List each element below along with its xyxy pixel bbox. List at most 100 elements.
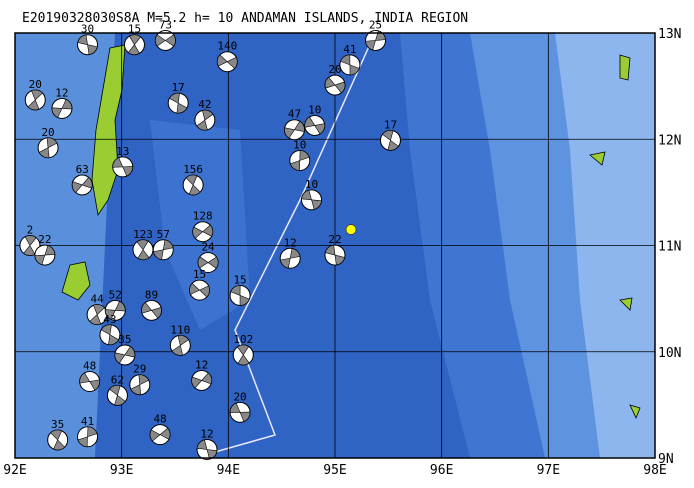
beachball-quadrant — [289, 150, 310, 171]
beachball-quadrant — [382, 130, 399, 151]
depth-label: 41 — [81, 415, 94, 428]
beachball-quadrant — [155, 34, 176, 47]
beachball: 30 — [77, 23, 99, 56]
depth-label: 52 — [109, 288, 122, 301]
depth-label: 12 — [200, 428, 213, 441]
depth-label: 48 — [153, 413, 166, 426]
beachball: 140 — [216, 40, 238, 73]
beachball: 20 — [229, 390, 251, 423]
beachball-quadrant — [71, 176, 93, 193]
beachball-quadrant — [304, 116, 326, 135]
beachball: 156 — [182, 163, 204, 196]
depth-label: 10 — [293, 139, 306, 152]
beachball: 17 — [379, 118, 401, 151]
beachball-quadrant — [229, 402, 251, 422]
lat-tick-label: 10N — [658, 346, 681, 361]
beachball-quadrant — [189, 282, 210, 298]
title: E20190328030S8A M=5.2 h= 10 ANDAMAN ISLA… — [22, 11, 468, 26]
depth-label: 13 — [116, 145, 129, 158]
lon-tick-label: 96E — [430, 463, 453, 478]
beachball-quadrant — [365, 30, 386, 51]
beachball-quadrant — [77, 426, 98, 448]
depth-label: 57 — [157, 228, 170, 241]
beachball: 12 — [196, 428, 218, 460]
beachball-quadrant — [196, 439, 218, 460]
beachball-quadrant — [192, 224, 214, 239]
beachball-quadrant — [169, 92, 188, 114]
depth-label: 156 — [183, 163, 203, 176]
beachball-quadrant — [79, 372, 100, 391]
beachball: 15 — [123, 23, 145, 56]
depth-label: 43 — [103, 313, 116, 326]
beachball: 42 — [194, 98, 216, 131]
beachball: 17 — [167, 81, 189, 114]
beachball: 15 — [189, 268, 211, 301]
beachball-quadrant — [230, 285, 250, 306]
beachball-quadrant — [216, 54, 238, 69]
beachball: 123 — [132, 228, 154, 261]
beachball-quadrant — [324, 76, 346, 94]
beachball-quadrant — [114, 346, 136, 364]
beachball-quadrant — [141, 302, 162, 319]
beachball-quadrant — [340, 54, 360, 76]
beachball: 63 — [71, 163, 93, 196]
beachball: 43 — [99, 313, 121, 346]
beachball-quadrant — [109, 385, 126, 406]
depth-label: 48 — [83, 360, 96, 373]
beachball: 15 — [229, 273, 251, 306]
beachball: 47 — [283, 108, 305, 141]
beachball: 12 — [191, 358, 213, 391]
beachball: 89 — [141, 288, 163, 321]
beachball-quadrant — [77, 34, 98, 55]
depth-label: 12 — [195, 358, 208, 371]
beachball: 128 — [192, 210, 214, 243]
beachball: 12 — [51, 86, 73, 119]
beachball: 48 — [79, 360, 101, 392]
beachball: 29 — [129, 363, 151, 396]
beachball-quadrant — [127, 34, 142, 55]
depth-label: 2 — [27, 224, 34, 237]
depth-label: 47 — [288, 108, 301, 121]
beachball: 110 — [169, 323, 191, 356]
depth-label: 20 — [41, 126, 54, 139]
depth-label: 128 — [193, 210, 213, 223]
depth-label: 73 — [159, 18, 172, 31]
frame — [14, 32, 656, 459]
lat-tick-label: 12N — [658, 133, 681, 148]
depth-label: 102 — [233, 333, 253, 346]
depth-label: 110 — [170, 323, 190, 336]
beachball: 22 — [324, 233, 346, 266]
depth-label: 10 — [305, 178, 318, 191]
lon-tick-label: 98E — [643, 463, 666, 478]
depth-label: 24 — [201, 241, 215, 254]
lon-tick-label: 94E — [217, 463, 240, 478]
depth-label: 62 — [111, 373, 124, 386]
depth-label: 25 — [369, 18, 382, 31]
lat-tick-label: 13N — [658, 27, 681, 42]
beachball: 10 — [289, 139, 311, 171]
beachball-quadrant — [130, 374, 150, 395]
beachball-quadrant — [100, 324, 120, 346]
depth-label: 22 — [328, 233, 341, 246]
depth-label: 12 — [55, 86, 68, 99]
beachball-quadrant — [196, 109, 214, 131]
beachball-quadrant — [136, 239, 150, 261]
depth-label: 44 — [91, 293, 105, 306]
beachball: 48 — [149, 413, 171, 446]
beachball: 35 — [47, 418, 69, 451]
depth-label: 17 — [172, 81, 185, 94]
lon-tick-label: 97E — [537, 463, 560, 478]
beachball: 2 — [19, 224, 41, 256]
beachball-quadrant — [324, 244, 346, 266]
beachball-quadrant — [34, 245, 56, 265]
depth-label: 41 — [343, 43, 356, 56]
beachball-quadrant — [236, 344, 250, 366]
beachball: 24 — [197, 241, 219, 273]
depth-label: 22 — [38, 233, 51, 246]
beachball-quadrant — [280, 248, 301, 269]
lon-tick-label: 92E — [3, 463, 26, 478]
beachball: 12 — [279, 236, 301, 269]
depth-label: 10 — [308, 103, 321, 116]
depth-label: 20 — [233, 390, 246, 403]
